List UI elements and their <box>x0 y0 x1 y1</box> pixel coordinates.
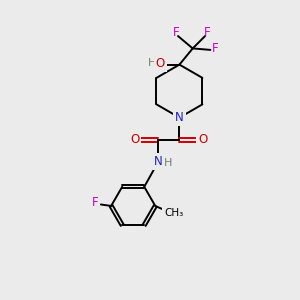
Text: F: F <box>173 26 180 39</box>
Text: O: O <box>130 133 139 146</box>
Text: F: F <box>212 42 219 55</box>
Text: O: O <box>156 57 165 70</box>
Text: H: H <box>148 58 157 68</box>
Text: O: O <box>198 133 208 146</box>
Text: N: N <box>175 111 184 124</box>
Text: CH₃: CH₃ <box>164 208 184 218</box>
Text: N: N <box>154 155 163 168</box>
Text: F: F <box>92 196 98 209</box>
Text: F: F <box>204 26 211 39</box>
Text: H: H <box>164 158 173 168</box>
